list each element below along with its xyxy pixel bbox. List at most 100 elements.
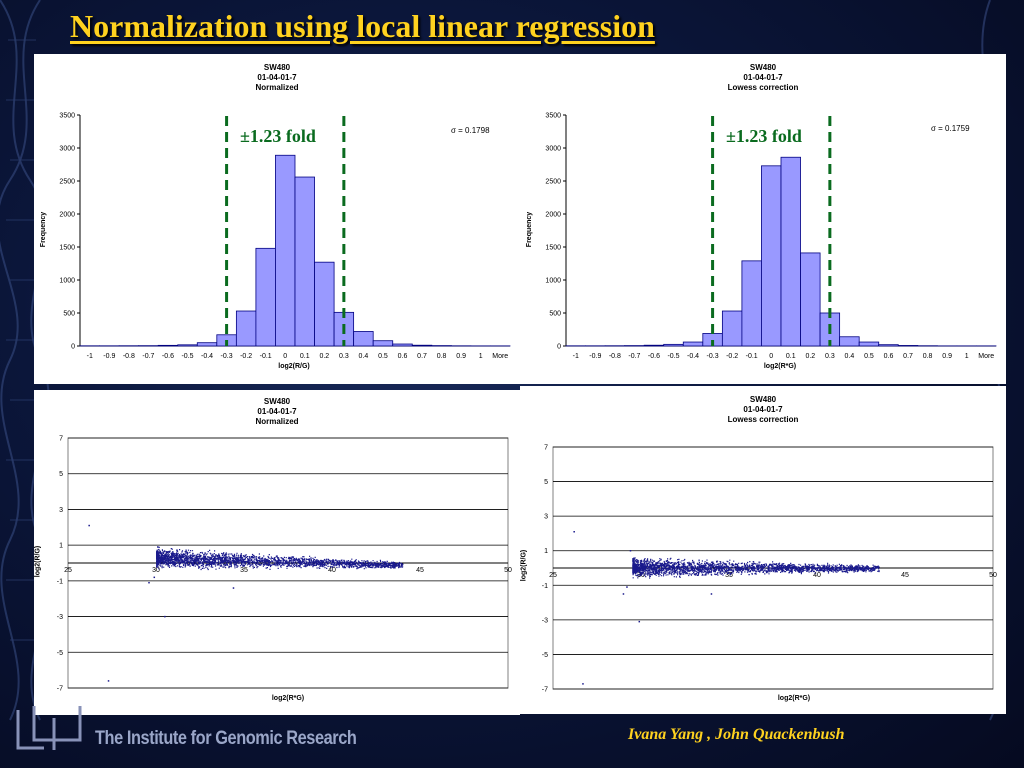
outlier-point (582, 683, 584, 685)
histogram-bar (372, 340, 394, 347)
x-tick-label: 0.4 (845, 353, 855, 360)
y-tick-label: 5 (544, 479, 548, 486)
outlier-point (622, 593, 625, 595)
x-tick-label: -0.8 (609, 353, 621, 360)
x-tick-label: -1 (87, 353, 93, 360)
y-tick-label: 1 (544, 548, 548, 555)
x-tick-label: -0.1 (746, 353, 758, 360)
sigma-label: σ = 0.1759 (931, 124, 970, 133)
x-axis-label: log2(R*G) (763, 363, 797, 370)
outlier-point (164, 615, 166, 618)
x-axis-label: log2(R*G) (271, 695, 305, 702)
outlier-point (107, 680, 110, 682)
y-tick-label: 3500 (59, 113, 75, 120)
outlier-point (157, 546, 159, 548)
x-tick-label: 0.7 (903, 353, 913, 360)
histogram-bar (878, 344, 899, 347)
y-tick-label: 1 (59, 543, 63, 550)
histogram-bar (275, 154, 296, 347)
x-tick-label: -0.4 (687, 353, 699, 360)
x-tick-label: -0.9 (103, 353, 115, 360)
y-tick-label: 0 (71, 344, 75, 351)
x-tick-label: 45 (416, 567, 424, 574)
outlier-point (88, 524, 90, 527)
histogram-bar (741, 260, 762, 347)
histogram-bar (196, 342, 218, 347)
x-tick-label: -0.2 (726, 353, 738, 360)
y-tick-label: 2500 (59, 179, 75, 186)
y-axis-label: log2(R/G) (520, 549, 528, 582)
histogram-bar (235, 310, 257, 347)
x-tick-label: 1 (965, 353, 969, 360)
data-point-cloud (156, 546, 404, 571)
histogram-lowess-panel: 0 500 1000 1500 2000 2500 3000 3500 -1 -0.9 -0.8 -0… (520, 54, 1006, 384)
histogram-bar (157, 344, 179, 347)
x-tick-label: -0.5 (181, 353, 193, 360)
x-tick-label: 0.5 (378, 353, 388, 360)
histogram-bar (761, 165, 782, 347)
x-tick-label: 40 (328, 567, 336, 574)
histogram-bar (780, 156, 801, 347)
fold-annotation: ±1.23 fold (726, 126, 802, 146)
histogram-bar (294, 176, 315, 347)
x-tick-label: -0.4 (201, 353, 213, 360)
x-tick-label: 30 (152, 567, 160, 574)
slide-title: Normalization using local linear regress… (70, 8, 655, 44)
x-tick-label: -0.6 (648, 353, 660, 360)
histogram-normalized-panel: 0 500 1000 1500 2000 2500 3000 3500 -1 -0.9 -0.8 -0… (34, 54, 520, 384)
x-tick-label: 0.8 (437, 353, 447, 360)
x-tick-label: 0.6 (884, 353, 894, 360)
x-tick-label: 0.7 (417, 353, 427, 360)
y-tick-label: 7 (544, 445, 548, 452)
outlier-point (629, 550, 632, 552)
outlier-point (573, 531, 575, 533)
chart-title: SW480 01-04-01-7 Normalized (255, 397, 299, 426)
data-point-cloud (632, 557, 880, 579)
x-tick-label: -0.3 (707, 353, 719, 360)
chart-title: SW480 01-04-01-7 Lowess correction (727, 395, 799, 424)
y-tick-label: 1500 (59, 245, 75, 252)
histogram-bar (897, 345, 919, 347)
histogram-bar (177, 344, 198, 347)
x-tick-label: 35 (240, 567, 248, 574)
y-tick-label: 500 (549, 311, 561, 318)
y-tick-label: 1000 (59, 278, 75, 285)
x-tick-label: -0.2 (240, 353, 252, 360)
institute-name: The Institute for Genomic Research (95, 728, 357, 749)
ma-plot-normalized-panel: 7 5 3 1 -1 -3 -5 -7 25 30 35 40 45 50 SW480 01-04-01-7… (34, 390, 520, 715)
y-tick-label: -7 (57, 686, 63, 693)
x-tick-label: 0.1 (786, 353, 796, 360)
chart-title: SW480 01-04-01-7 Normalized (255, 63, 299, 92)
x-tick-label: 0.5 (864, 353, 874, 360)
x-tick-label: -0.3 (221, 353, 233, 360)
x-tick-label: 50 (989, 572, 997, 579)
y-tick-label: 3000 (545, 146, 561, 153)
y-tick-label: 3 (59, 507, 63, 514)
x-tick-label: -0.8 (123, 353, 135, 360)
y-axis-label: Frequency (526, 211, 534, 248)
histogram-bar (411, 344, 433, 347)
y-tick-label: 1500 (545, 245, 561, 252)
y-axis-label: Frequency (40, 211, 48, 248)
y-tick-label: -3 (57, 614, 63, 621)
x-tick-label: -0.7 (142, 353, 154, 360)
x-tick-label: 0.2 (319, 353, 329, 360)
x-tick-label: 0 (283, 353, 287, 360)
x-tick-label: -1 (573, 353, 579, 360)
x-tick-label: 0.3 (339, 353, 349, 360)
x-tick-label: 0.6 (398, 353, 408, 360)
histogram-bar (663, 343, 684, 347)
histogram-bar (314, 261, 335, 347)
outlier-point (710, 593, 713, 595)
histogram-bar (858, 341, 880, 347)
x-tick-label: 0 (769, 353, 773, 360)
fold-annotation: ±1.23 fold (240, 126, 316, 146)
histogram-bar (682, 341, 704, 347)
x-tick-label: 25 (549, 572, 557, 579)
sigma-label: σ = 0.1798 (451, 126, 490, 135)
y-tick-label: 3500 (545, 113, 561, 120)
x-tick-label: -0.5 (667, 353, 679, 360)
y-tick-label: -7 (542, 687, 548, 694)
